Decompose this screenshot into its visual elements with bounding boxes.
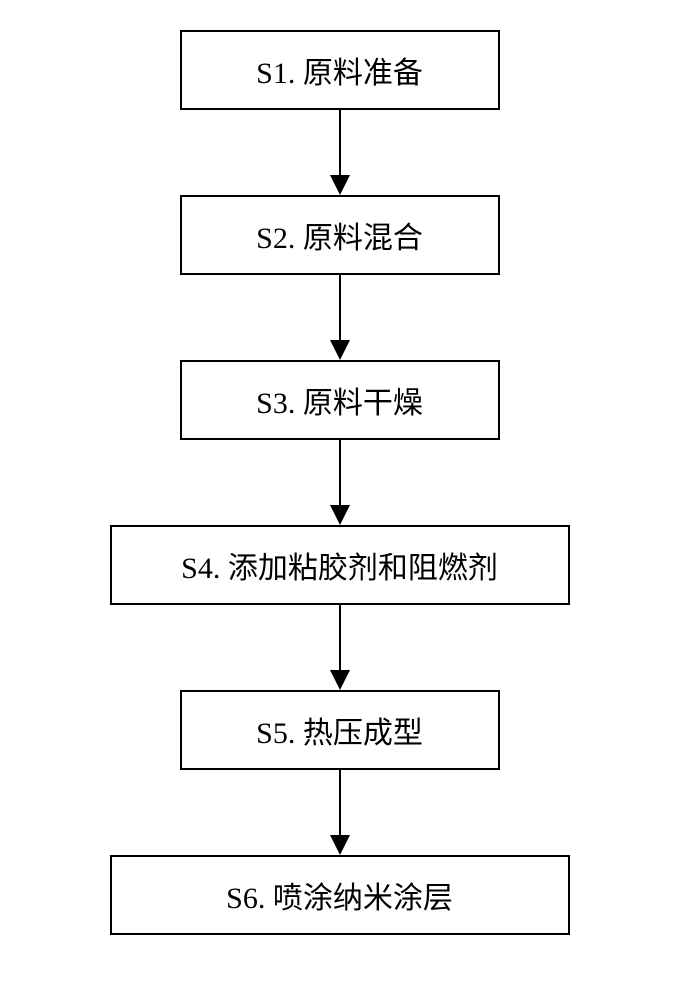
flowchart-step-s2: S2. 原料混合 (180, 195, 500, 275)
arrow-icon (330, 275, 350, 360)
flowchart-step-s4: S4. 添加粘胶剂和阻燃剂 (110, 525, 570, 605)
step-label: S6. 喷涂纳米涂层 (226, 873, 453, 917)
flowchart-step-s6: S6. 喷涂纳米涂层 (110, 855, 570, 935)
arrow-line (339, 605, 341, 670)
arrow-icon (330, 605, 350, 690)
step-label: S4. 添加粘胶剂和阻燃剂 (181, 543, 498, 587)
step-label: S1. 原料准备 (256, 48, 423, 92)
step-label: S2. 原料混合 (256, 213, 423, 257)
arrow-icon (330, 440, 350, 525)
flowchart-step-s1: S1. 原料准备 (180, 30, 500, 110)
step-label: S5. 热压成型 (256, 708, 423, 752)
arrow-head (330, 175, 350, 195)
flowchart-container: S1. 原料准备 S2. 原料混合 S3. 原料干燥 S4. 添加粘胶剂和阻燃剂… (110, 30, 570, 935)
arrow-head (330, 835, 350, 855)
flowchart-step-s3: S3. 原料干燥 (180, 360, 500, 440)
arrow-icon (330, 770, 350, 855)
arrow-head (330, 340, 350, 360)
arrow-line (339, 275, 341, 340)
step-label: S3. 原料干燥 (256, 378, 423, 422)
arrow-head (330, 670, 350, 690)
arrow-icon (330, 110, 350, 195)
flowchart-step-s5: S5. 热压成型 (180, 690, 500, 770)
arrow-head (330, 505, 350, 525)
arrow-line (339, 110, 341, 175)
arrow-line (339, 440, 341, 505)
arrow-line (339, 770, 341, 835)
